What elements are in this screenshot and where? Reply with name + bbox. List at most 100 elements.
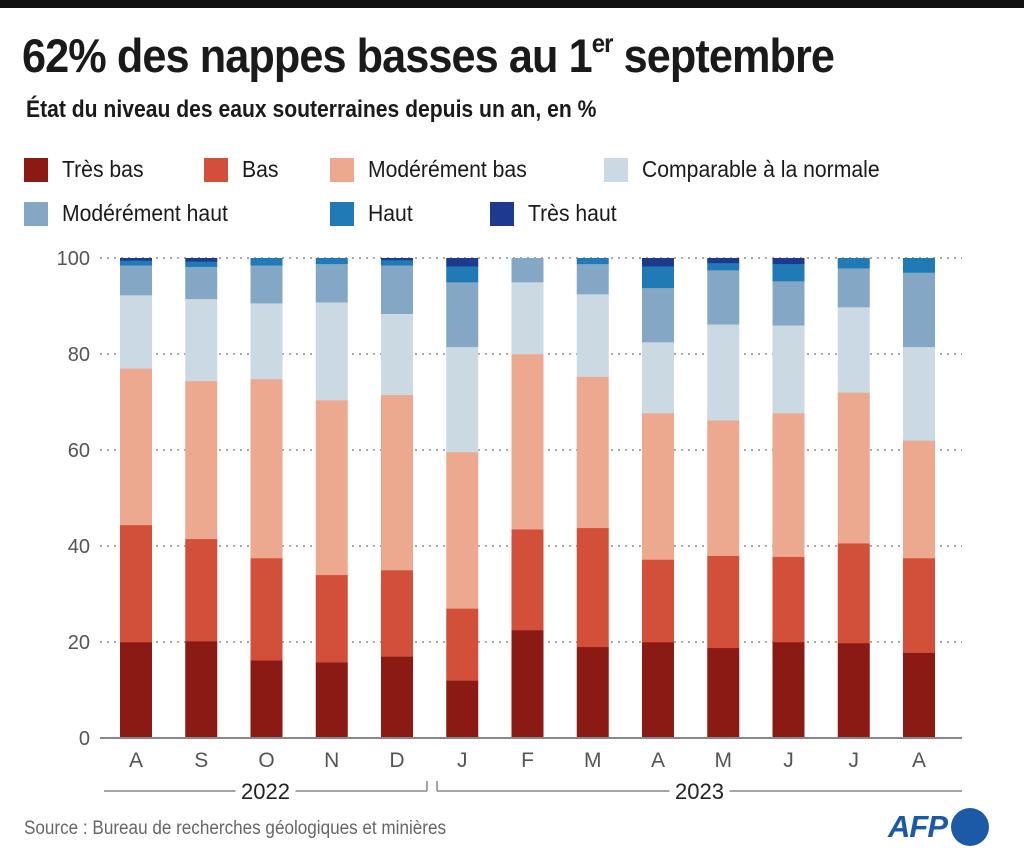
bar-segment bbox=[707, 258, 740, 264]
bar-segment bbox=[185, 266, 218, 300]
chart-subtitle: État du niveau des eaux souterraines dep… bbox=[26, 96, 597, 123]
legend-item-tres-bas: Très bas bbox=[24, 156, 151, 183]
y-axis: 0 20 40 60 80 100 bbox=[57, 248, 90, 750]
bar-segment bbox=[250, 378, 283, 559]
bar-stack bbox=[837, 258, 870, 739]
bar-segment bbox=[120, 524, 152, 643]
x-tick-label: M bbox=[584, 749, 602, 772]
bar-segment bbox=[511, 282, 544, 355]
y-tick-label: 80 bbox=[68, 344, 90, 366]
bar-segment bbox=[446, 451, 479, 609]
bar-segment bbox=[120, 294, 152, 369]
bar-segment bbox=[250, 303, 283, 380]
legend-item-tres-haut: Très haut bbox=[490, 200, 624, 227]
bar-segment bbox=[903, 272, 935, 348]
bar-segment bbox=[446, 258, 479, 267]
bar-segment bbox=[381, 656, 413, 739]
bar-segment bbox=[446, 282, 479, 348]
bar-segment bbox=[837, 642, 870, 739]
legend-label: Modérément haut bbox=[62, 200, 228, 226]
bar-segment bbox=[707, 324, 740, 421]
legend-item-haut: Haut bbox=[330, 200, 417, 227]
y-tick-label: 20 bbox=[68, 632, 90, 654]
bar-segment bbox=[315, 574, 348, 663]
bar-segment bbox=[576, 263, 609, 295]
legend-item-comparable: Comparable à la normale bbox=[604, 156, 900, 183]
bar-segment bbox=[642, 413, 674, 560]
afp-logo: AFP bbox=[888, 807, 989, 847]
bar-segment bbox=[120, 642, 152, 739]
bar-segment bbox=[511, 258, 544, 283]
bar-segment bbox=[707, 262, 740, 271]
bar-segment bbox=[250, 265, 283, 304]
bar-segment bbox=[772, 281, 805, 326]
y-tick-label: 0 bbox=[79, 728, 90, 750]
bar-segment bbox=[772, 325, 805, 414]
bar-segment bbox=[250, 558, 283, 661]
bar-segment bbox=[772, 413, 805, 557]
bar-segment bbox=[250, 660, 283, 739]
year-groups: 2022 2023 bbox=[104, 779, 962, 804]
bar-segment bbox=[120, 368, 152, 526]
title-end: septembre bbox=[612, 29, 835, 82]
bar-segment bbox=[576, 294, 609, 377]
bar-segment bbox=[576, 646, 609, 739]
stacked-bar-chart: 0 20 40 60 80 100 A S O N D J F M A M J J A 2022 2023 bbox=[57, 248, 962, 804]
legend-swatch-comparable bbox=[604, 157, 628, 182]
afp-logo-text: AFP bbox=[888, 809, 948, 844]
legend-label: Bas bbox=[242, 156, 279, 182]
bar-segment bbox=[446, 266, 479, 283]
bar-segment bbox=[837, 258, 870, 269]
chart-title: 62% des nappes basses au 1er septembre bbox=[22, 28, 835, 83]
bar-segment bbox=[903, 440, 935, 559]
legend-swatch-haut bbox=[330, 201, 354, 226]
bar-segment bbox=[903, 346, 935, 441]
bar-segment bbox=[381, 259, 413, 266]
bar-segment bbox=[642, 266, 674, 289]
bar-stack bbox=[381, 258, 413, 739]
bar-segment bbox=[511, 354, 544, 530]
bar-segment bbox=[772, 258, 805, 265]
bar-stack bbox=[511, 258, 544, 739]
bar-stack bbox=[446, 258, 479, 739]
title-main: 62% des nappes basses au 1 bbox=[22, 29, 593, 82]
bar-stack bbox=[576, 258, 609, 739]
bar-stack bbox=[120, 258, 152, 739]
bar-segment bbox=[185, 538, 218, 642]
legend-label: Très haut bbox=[528, 200, 617, 226]
bar-segment bbox=[642, 559, 674, 643]
source-note: Source : Bureau de recherches géologique… bbox=[24, 818, 447, 839]
legend-label: Modérément bas bbox=[368, 156, 527, 182]
legend-swatch-tres-haut bbox=[490, 201, 514, 226]
bar-segment bbox=[511, 630, 544, 739]
year-label: 2022 bbox=[241, 779, 290, 804]
legend-item-moderement-haut: Modérément haut bbox=[24, 200, 242, 227]
bar-segment bbox=[315, 302, 348, 401]
bar-segment bbox=[837, 268, 870, 308]
top-bar bbox=[0, 0, 1024, 8]
bar-segment bbox=[642, 258, 674, 267]
bar-segment bbox=[837, 543, 870, 644]
bar-segment bbox=[837, 392, 870, 544]
bar-segment bbox=[707, 647, 740, 739]
bar-segment bbox=[381, 258, 413, 261]
x-tick-label: A bbox=[129, 749, 143, 772]
legend-swatch-moderement-bas bbox=[330, 157, 354, 182]
x-tick-label: F bbox=[521, 749, 534, 772]
bar-segment bbox=[120, 265, 152, 296]
x-tick-label: D bbox=[389, 749, 404, 772]
y-tick-label: 100 bbox=[57, 248, 90, 270]
bar-segment bbox=[707, 555, 740, 649]
bar-segment bbox=[903, 652, 935, 739]
bar-segment bbox=[185, 258, 218, 262]
legend-item-bas: Bas bbox=[204, 156, 282, 183]
bar-segment bbox=[185, 261, 218, 267]
bar-segment bbox=[315, 400, 348, 576]
x-tick-label: O bbox=[258, 749, 274, 772]
bar-stack bbox=[642, 258, 674, 739]
bar-segment bbox=[903, 558, 935, 653]
bar-stack bbox=[250, 258, 283, 739]
bar-segment bbox=[120, 260, 152, 266]
bar-segment bbox=[446, 680, 479, 739]
